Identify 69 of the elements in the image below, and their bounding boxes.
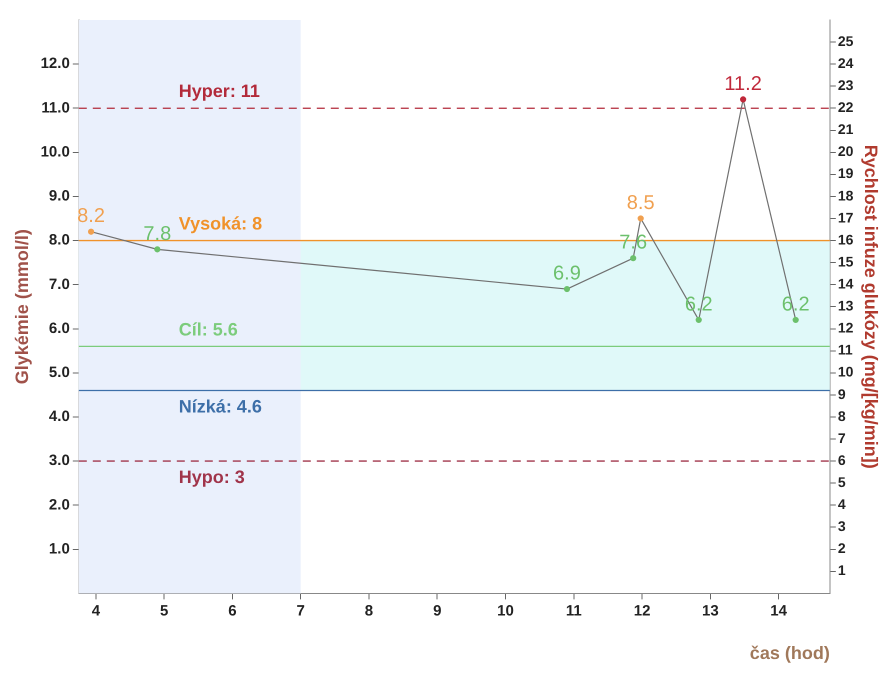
x-tick-label: 11 — [566, 602, 582, 620]
ref-line-label: Hyper: 11 — [178, 81, 260, 102]
x-tick-label: 13 — [702, 602, 719, 620]
x-tick-label: 7 — [296, 602, 305, 620]
x-tick-label: 14 — [770, 602, 788, 620]
y2-tick-label: 25 — [838, 32, 854, 49]
y2-tick-label: 22 — [838, 99, 854, 116]
y2-tick-label: 6 — [838, 452, 846, 468]
x-tick-label: 8 — [364, 602, 374, 620]
y2-tick-label: 19 — [838, 165, 854, 182]
point — [740, 96, 746, 102]
ref-line-label: Cíl: 5.6 — [178, 319, 238, 340]
y2-tick-label: 15 — [838, 253, 854, 270]
y2-tick-label: 18 — [838, 187, 854, 204]
y2-tick-label: 3 — [838, 518, 846, 534]
ref-line-label: Nízká: 4.6 — [178, 396, 262, 416]
y-tick-label: 6.0 — [48, 320, 70, 337]
y2-tick-label: 16 — [838, 231, 854, 248]
y-tick-label: 1.0 — [48, 540, 70, 558]
y2-tick-label: 13 — [838, 298, 854, 314]
y2-tick-label: 10 — [838, 364, 854, 380]
point — [792, 316, 799, 324]
ref-line-label: Hypo: 3 — [178, 467, 245, 488]
point — [564, 286, 570, 292]
y-tick-label: 8.0 — [48, 232, 70, 249]
y-tick-label: 10.0 — [40, 143, 70, 160]
data-label: 8.5 — [626, 192, 655, 214]
y-tick-label: 3.0 — [48, 452, 70, 470]
point — [630, 255, 636, 262]
y2-tick-label: 24 — [838, 54, 854, 71]
y-tick-label: 7.0 — [48, 276, 70, 293]
y-tick-label: 9.0 — [48, 188, 70, 205]
y2-tick-label: 12 — [838, 320, 854, 336]
data-label: 7.8 — [143, 222, 172, 245]
x-tick-label: 5 — [160, 602, 168, 620]
y2-tick-label: 17 — [838, 209, 854, 226]
x-tick-label: 10 — [497, 602, 514, 620]
y2-tick-label: 23 — [838, 77, 854, 94]
y2-axis-title: Rychlost infuze glukózy (mg/[kg/min]) — [861, 144, 882, 469]
x-tick-label: 4 — [92, 602, 101, 620]
y2-tick-label: 4 — [838, 496, 846, 512]
point — [154, 246, 160, 252]
point — [88, 228, 94, 235]
x-tick-label: 6 — [228, 602, 237, 620]
y2-tick-label: 8 — [838, 408, 846, 424]
y2-tick-label: 1 — [838, 562, 846, 578]
y2-tick-label: 11 — [838, 342, 853, 358]
x-tick-label: 9 — [433, 602, 442, 620]
data-label: 8.2 — [77, 205, 105, 228]
data-label: 11.2 — [724, 72, 762, 95]
y2-tick-label: 20 — [838, 143, 854, 160]
y-tick-label: 12.0 — [40, 55, 70, 72]
data-label: 6.9 — [553, 262, 581, 285]
y2-tick-label: 5 — [838, 474, 846, 490]
y2-tick-label: 21 — [838, 121, 854, 138]
y-tick-label: 5.0 — [48, 364, 70, 381]
y-tick-label: 11.0 — [41, 99, 70, 116]
x-axis-title: čas (hod) — [750, 643, 830, 664]
y2-tick-label: 14 — [838, 276, 854, 292]
y2-tick-label: 7 — [838, 430, 846, 446]
y-tick-label: 4.0 — [48, 408, 70, 426]
y2-tick-label: 9 — [838, 386, 846, 402]
ref-line-label: Vysoká: 8 — [178, 214, 262, 234]
x-tick-label: 12 — [634, 602, 650, 620]
point — [696, 316, 702, 324]
y2-tick-label: 2 — [838, 540, 846, 556]
y-axis-title: Glykémie (mmol/l) — [12, 229, 32, 384]
point — [638, 215, 644, 222]
y-tick-label: 2.0 — [48, 496, 70, 514]
